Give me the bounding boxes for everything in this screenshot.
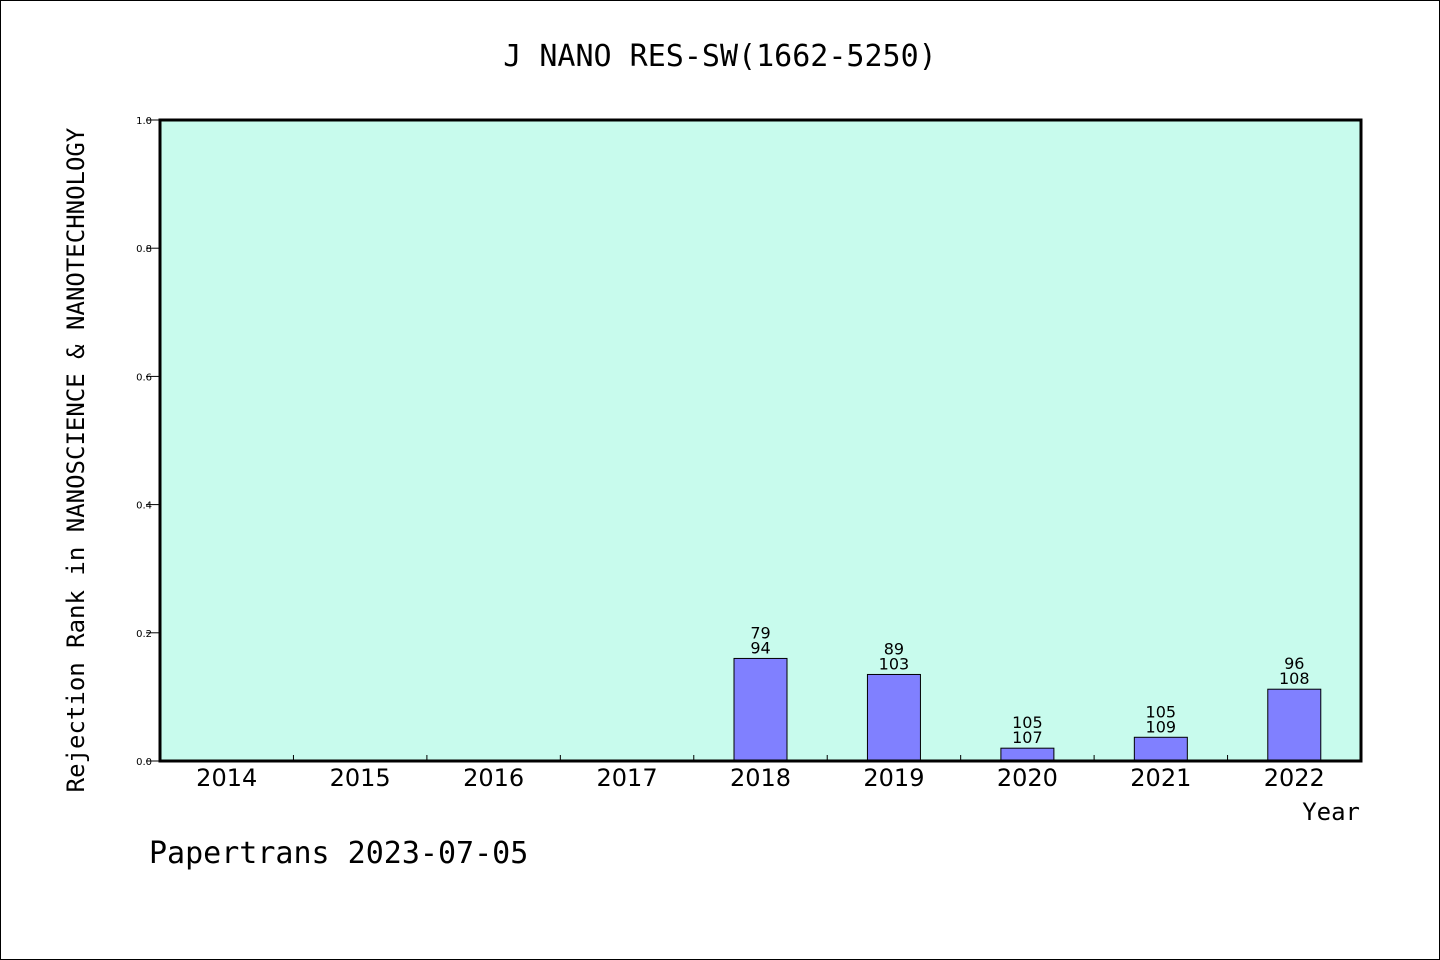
x-tick-label: 2015 xyxy=(330,764,391,792)
y-axis-label: Rejection Rank in NANOSCIENCE & NANOTECH… xyxy=(62,127,90,792)
bar-label-lower-2018: 94 xyxy=(750,638,770,657)
bar-label-upper-2021: 105 xyxy=(1146,702,1177,721)
chart-title: J NANO RES-SW(1662-5250) xyxy=(503,39,936,74)
bar-label-upper-2019: 89 xyxy=(884,639,904,658)
y-tick-label: 0.0 xyxy=(136,757,152,768)
x-axis: 2014 2015 2016 2017 2018 2019 2020 2021 2022 xyxy=(196,755,1325,792)
bar-2019 xyxy=(866,673,921,762)
x-tick-label: 2016 xyxy=(463,764,524,792)
plot-area xyxy=(160,120,1361,761)
y-tick-label: 0.6 xyxy=(136,372,152,383)
x-tick-label: 2014 xyxy=(196,764,257,792)
bar-2022 xyxy=(1267,688,1322,762)
x-axis-label: Year xyxy=(1302,798,1360,826)
bar-label-lower-2019: 103 xyxy=(879,654,910,673)
y-tick-label: 0.2 xyxy=(136,629,152,640)
y-axis: 0.0 0.2 0.4 0.6 0.8 1.0 xyxy=(136,116,160,768)
bars-group xyxy=(733,657,1322,762)
bar-2020 xyxy=(1000,747,1055,762)
y-tick-label: 1.0 xyxy=(136,116,152,127)
bar-2018 xyxy=(733,657,788,762)
x-tick-label: 2017 xyxy=(597,764,658,792)
plot-border xyxy=(158,118,1363,763)
bar-label-upper-2022: 96 xyxy=(1284,654,1304,673)
x-tick-label: 2019 xyxy=(863,764,924,792)
footer-text: Papertrans 2023-07-05 xyxy=(149,836,528,871)
x-tick-label: 2018 xyxy=(730,764,791,792)
bar-label-upper-2018: 79 xyxy=(750,623,770,642)
y-tick-label: 0.4 xyxy=(136,501,152,512)
bar-label-lower-2020: 107 xyxy=(1012,728,1043,747)
bar-label-lower-2022: 108 xyxy=(1279,669,1310,688)
x-tick-label: 2021 xyxy=(1130,764,1191,792)
bar-label-upper-2020: 105 xyxy=(1012,713,1043,732)
bar-2021 xyxy=(1133,736,1188,762)
bar-label-lower-2021: 109 xyxy=(1146,717,1177,736)
y-tick-label: 0.8 xyxy=(136,244,152,255)
x-tick-label: 2022 xyxy=(1264,764,1325,792)
x-tick-label: 2020 xyxy=(997,764,1058,792)
